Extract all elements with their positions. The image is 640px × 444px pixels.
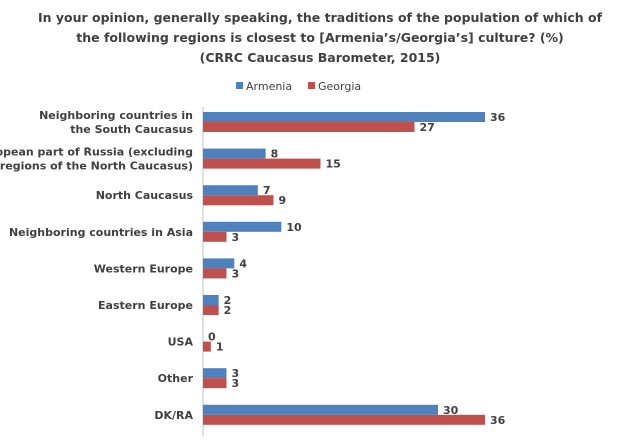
bar-georgia [203,305,219,315]
bar-armenia [203,221,282,232]
bar-georgia [203,268,227,279]
category-label: Eastern Europe [98,299,193,312]
data-label-armenia: 0 [208,331,216,344]
data-label-georgia: 36 [490,414,506,427]
bar-georgia [203,195,274,206]
chart-title-line-2: the following regions is closest to [Arm… [76,30,564,45]
legend-swatch-armenia [236,82,243,89]
legend-swatch-georgia [308,82,315,89]
chart-legend: Armenia Georgia [0,80,640,96]
data-label-armenia: 3 [232,367,240,380]
category-label: the South Caucasus [70,123,193,136]
bar-armenia [203,148,266,159]
bar-armenia [203,258,235,269]
chart-title-line-1: In your opinion, generally speaking, the… [37,10,603,25]
legend-label-armenia: Armenia [246,80,293,93]
data-label-georgia: 15 [326,158,341,171]
bar-georgia [203,378,227,389]
category-label: European part of Russia (excluding [0,146,193,159]
category-label: Other [158,372,194,385]
category-label: Western Europe [94,262,193,275]
bar-georgia [203,158,321,169]
bar-armenia [203,295,219,305]
category-label: the regions of the North Caucasus) [0,160,193,173]
legend-item-armenia: Armenia [236,80,292,94]
data-label-armenia: 36 [490,111,506,124]
legend-label-georgia: Georgia [318,80,362,93]
bar-georgia [203,231,227,242]
category-label: USA [168,336,194,349]
category-label: Neighboring countries in [39,109,193,122]
legend-item-georgia: Georgia [308,80,361,94]
bar-armenia [203,185,258,196]
data-label-armenia: 4 [239,257,247,270]
data-label-armenia: 30 [443,404,459,417]
chart-title: In your opinion, generally speaking, the… [0,8,640,68]
category-label: Neighboring countries in Asia [9,226,193,239]
data-label-armenia: 8 [271,148,279,161]
category-label: DK/RA [154,409,193,422]
data-label-georgia: 3 [232,231,240,244]
bar-armenia [203,112,485,122]
chart-title-line-3: (CRRC Caucasus Barometer, 2015) [199,50,441,65]
bar-georgia [203,414,485,425]
bar-armenia [203,368,227,379]
data-label-georgia: 27 [420,121,435,134]
data-label-armenia: 2 [224,294,232,307]
data-label-georgia: 3 [232,377,240,390]
category-label: North Caucasus [96,189,194,202]
data-label-georgia: 3 [232,267,240,280]
data-label-armenia: 10 [286,221,302,234]
data-label-georgia: 2 [224,304,232,317]
data-label-georgia: 1 [216,341,224,354]
bar-armenia [203,404,438,415]
bar-georgia [203,122,415,132]
data-label-armenia: 7 [263,184,271,197]
bar-georgia [203,341,211,352]
data-label-georgia: 9 [279,194,287,207]
